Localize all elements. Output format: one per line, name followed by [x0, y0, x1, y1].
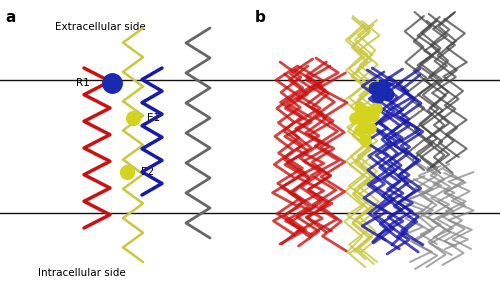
Text: E1: E1 — [147, 113, 160, 123]
Text: b: b — [255, 10, 266, 25]
Text: Intracellular side: Intracellular side — [38, 268, 126, 278]
Text: a: a — [5, 10, 15, 25]
Text: R1: R1 — [76, 78, 90, 88]
Text: Extracellular side: Extracellular side — [54, 22, 146, 32]
Text: E2: E2 — [141, 167, 154, 177]
